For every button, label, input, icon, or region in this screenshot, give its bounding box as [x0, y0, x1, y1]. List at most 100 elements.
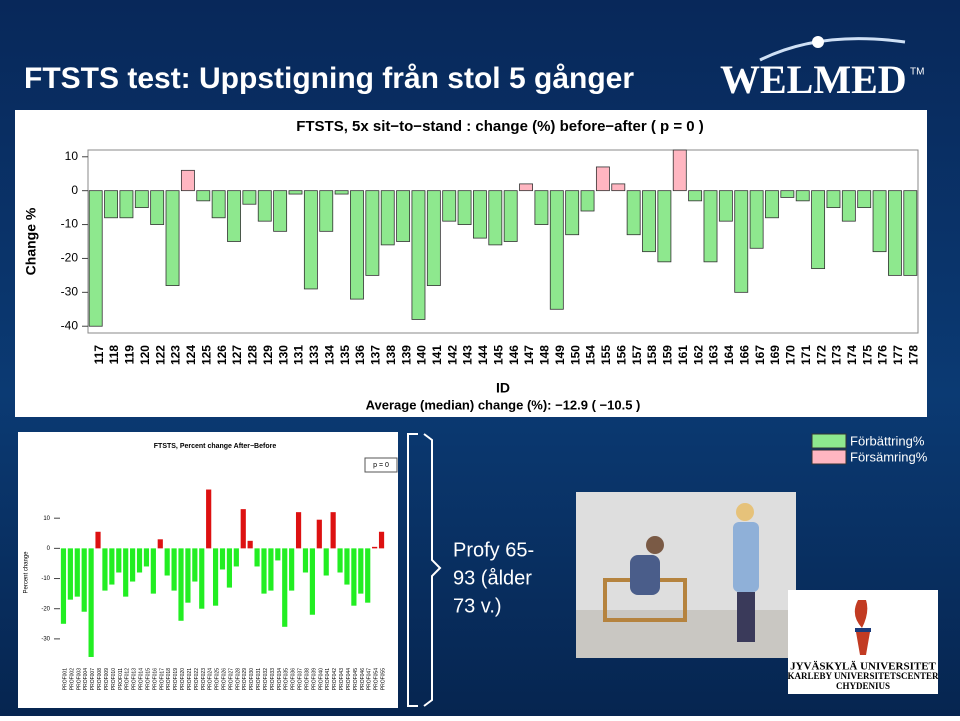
bar — [350, 190, 364, 300]
x-axis-label: ID — [496, 380, 510, 396]
bar — [319, 190, 334, 232]
chart-title: FTSTS, 5x sit−to−stand : change (%) befo… — [296, 118, 704, 135]
legend-swatch — [811, 433, 847, 449]
bar — [872, 190, 887, 253]
x-tick-label: 124 — [184, 345, 198, 365]
y-axis-label: Percent change — [24, 551, 30, 594]
x-tick-label: 120 — [138, 345, 152, 365]
x-tick-label: PROF019 — [173, 668, 179, 690]
x-tick-label: PROF010 — [111, 668, 117, 690]
x-tick-label: PROF043 — [339, 668, 345, 690]
x-tick-label: PROF015 — [145, 668, 151, 690]
bracket — [407, 433, 442, 707]
x-tick-label: 156 — [614, 345, 628, 365]
x-tick-label: PROF046 — [360, 668, 366, 690]
plot-frame — [87, 149, 919, 334]
bar — [88, 190, 103, 327]
logo-dot — [812, 36, 824, 48]
x-tick-label: 131 — [292, 345, 306, 365]
y-tick-label: -10 — [41, 576, 50, 582]
y-axis-label: Change % — [23, 207, 39, 275]
bar — [795, 190, 810, 202]
bar — [95, 531, 101, 549]
bar — [626, 190, 641, 236]
y-tick-label: -10 — [61, 217, 79, 231]
x-tick-label: 155 — [599, 345, 613, 365]
bar — [164, 548, 170, 576]
chart-panel-2 — [18, 432, 398, 708]
photo-person-body — [630, 555, 660, 595]
bar — [765, 190, 779, 219]
bar — [165, 190, 180, 286]
x-tick-label: PROF004 — [83, 668, 89, 690]
x-tick-label: 135 — [338, 345, 352, 365]
bar — [227, 190, 241, 242]
x-tick-label: 128 — [246, 345, 260, 365]
x-tick-label: 126 — [215, 345, 229, 365]
bar — [330, 512, 336, 549]
x-tick-label: 147 — [522, 345, 536, 365]
x-tick-label: 130 — [276, 345, 290, 365]
bar — [380, 190, 395, 246]
bar — [136, 548, 143, 573]
bar — [295, 512, 302, 549]
bar — [734, 190, 749, 293]
caption: 73 v.) — [453, 595, 502, 617]
bar — [130, 548, 136, 582]
bar — [282, 548, 288, 627]
bar — [565, 190, 580, 236]
x-tick-label: 176 — [876, 345, 890, 365]
bar — [718, 190, 733, 222]
y-tick-label: 10 — [43, 516, 50, 522]
caption: 93 (ålder — [453, 567, 532, 589]
x-tick-label: 139 — [399, 345, 413, 365]
bar — [365, 190, 380, 276]
x-tick-label: PROF026 — [221, 668, 227, 690]
bar — [488, 190, 503, 246]
bar — [288, 190, 303, 195]
x-tick-label: PROF044 — [346, 668, 352, 690]
bar — [302, 548, 309, 573]
bar — [88, 548, 94, 657]
annotation-box — [364, 457, 398, 473]
bar — [442, 190, 457, 222]
x-tick-label: 137 — [369, 345, 383, 365]
x-tick-label: PROF001 — [62, 668, 68, 690]
x-tick-label: PROF008 — [97, 668, 103, 690]
bar — [150, 190, 165, 225]
bar — [611, 183, 626, 192]
x-tick-label: PROF025 — [215, 668, 221, 690]
university-name: KARLEBY UNIVERSITETSCENTER — [788, 671, 939, 681]
y-tick-label: 10 — [65, 149, 79, 163]
x-tick-label: 166 — [737, 345, 751, 365]
bar — [102, 548, 108, 591]
y-tick-label: -40 — [61, 318, 79, 332]
x-tick-label: PROF011 — [118, 668, 124, 690]
x-tick-label: 167 — [753, 345, 767, 365]
x-tick-label: PROF021 — [187, 668, 193, 690]
university-torch — [854, 600, 870, 655]
x-tick-label: 129 — [261, 345, 275, 365]
bar — [780, 190, 795, 198]
y-tick-label: 0 — [47, 546, 51, 552]
bar — [212, 548, 219, 606]
bar — [116, 548, 122, 573]
bar — [257, 190, 272, 222]
bar — [365, 548, 371, 603]
photo-person-2 — [736, 503, 754, 521]
x-tick-label: 178 — [906, 345, 920, 365]
x-tick-label: 141 — [430, 345, 444, 365]
x-tick-label: PROF023 — [201, 668, 207, 690]
x-tick-label: 145 — [491, 345, 505, 365]
x-tick-label: 150 — [568, 345, 582, 365]
logo-tm: TM — [910, 67, 924, 78]
bar — [351, 548, 357, 606]
x-tick-label: PROF039 — [311, 668, 317, 690]
university-name: JYVÄSKYLÄ UNIVERSITET — [790, 660, 936, 673]
bar — [888, 190, 902, 276]
bar — [268, 548, 274, 591]
bar — [749, 190, 764, 249]
bar — [211, 190, 226, 219]
x-tick-label: 117 — [92, 345, 106, 365]
x-tick-label: 133 — [307, 345, 321, 365]
